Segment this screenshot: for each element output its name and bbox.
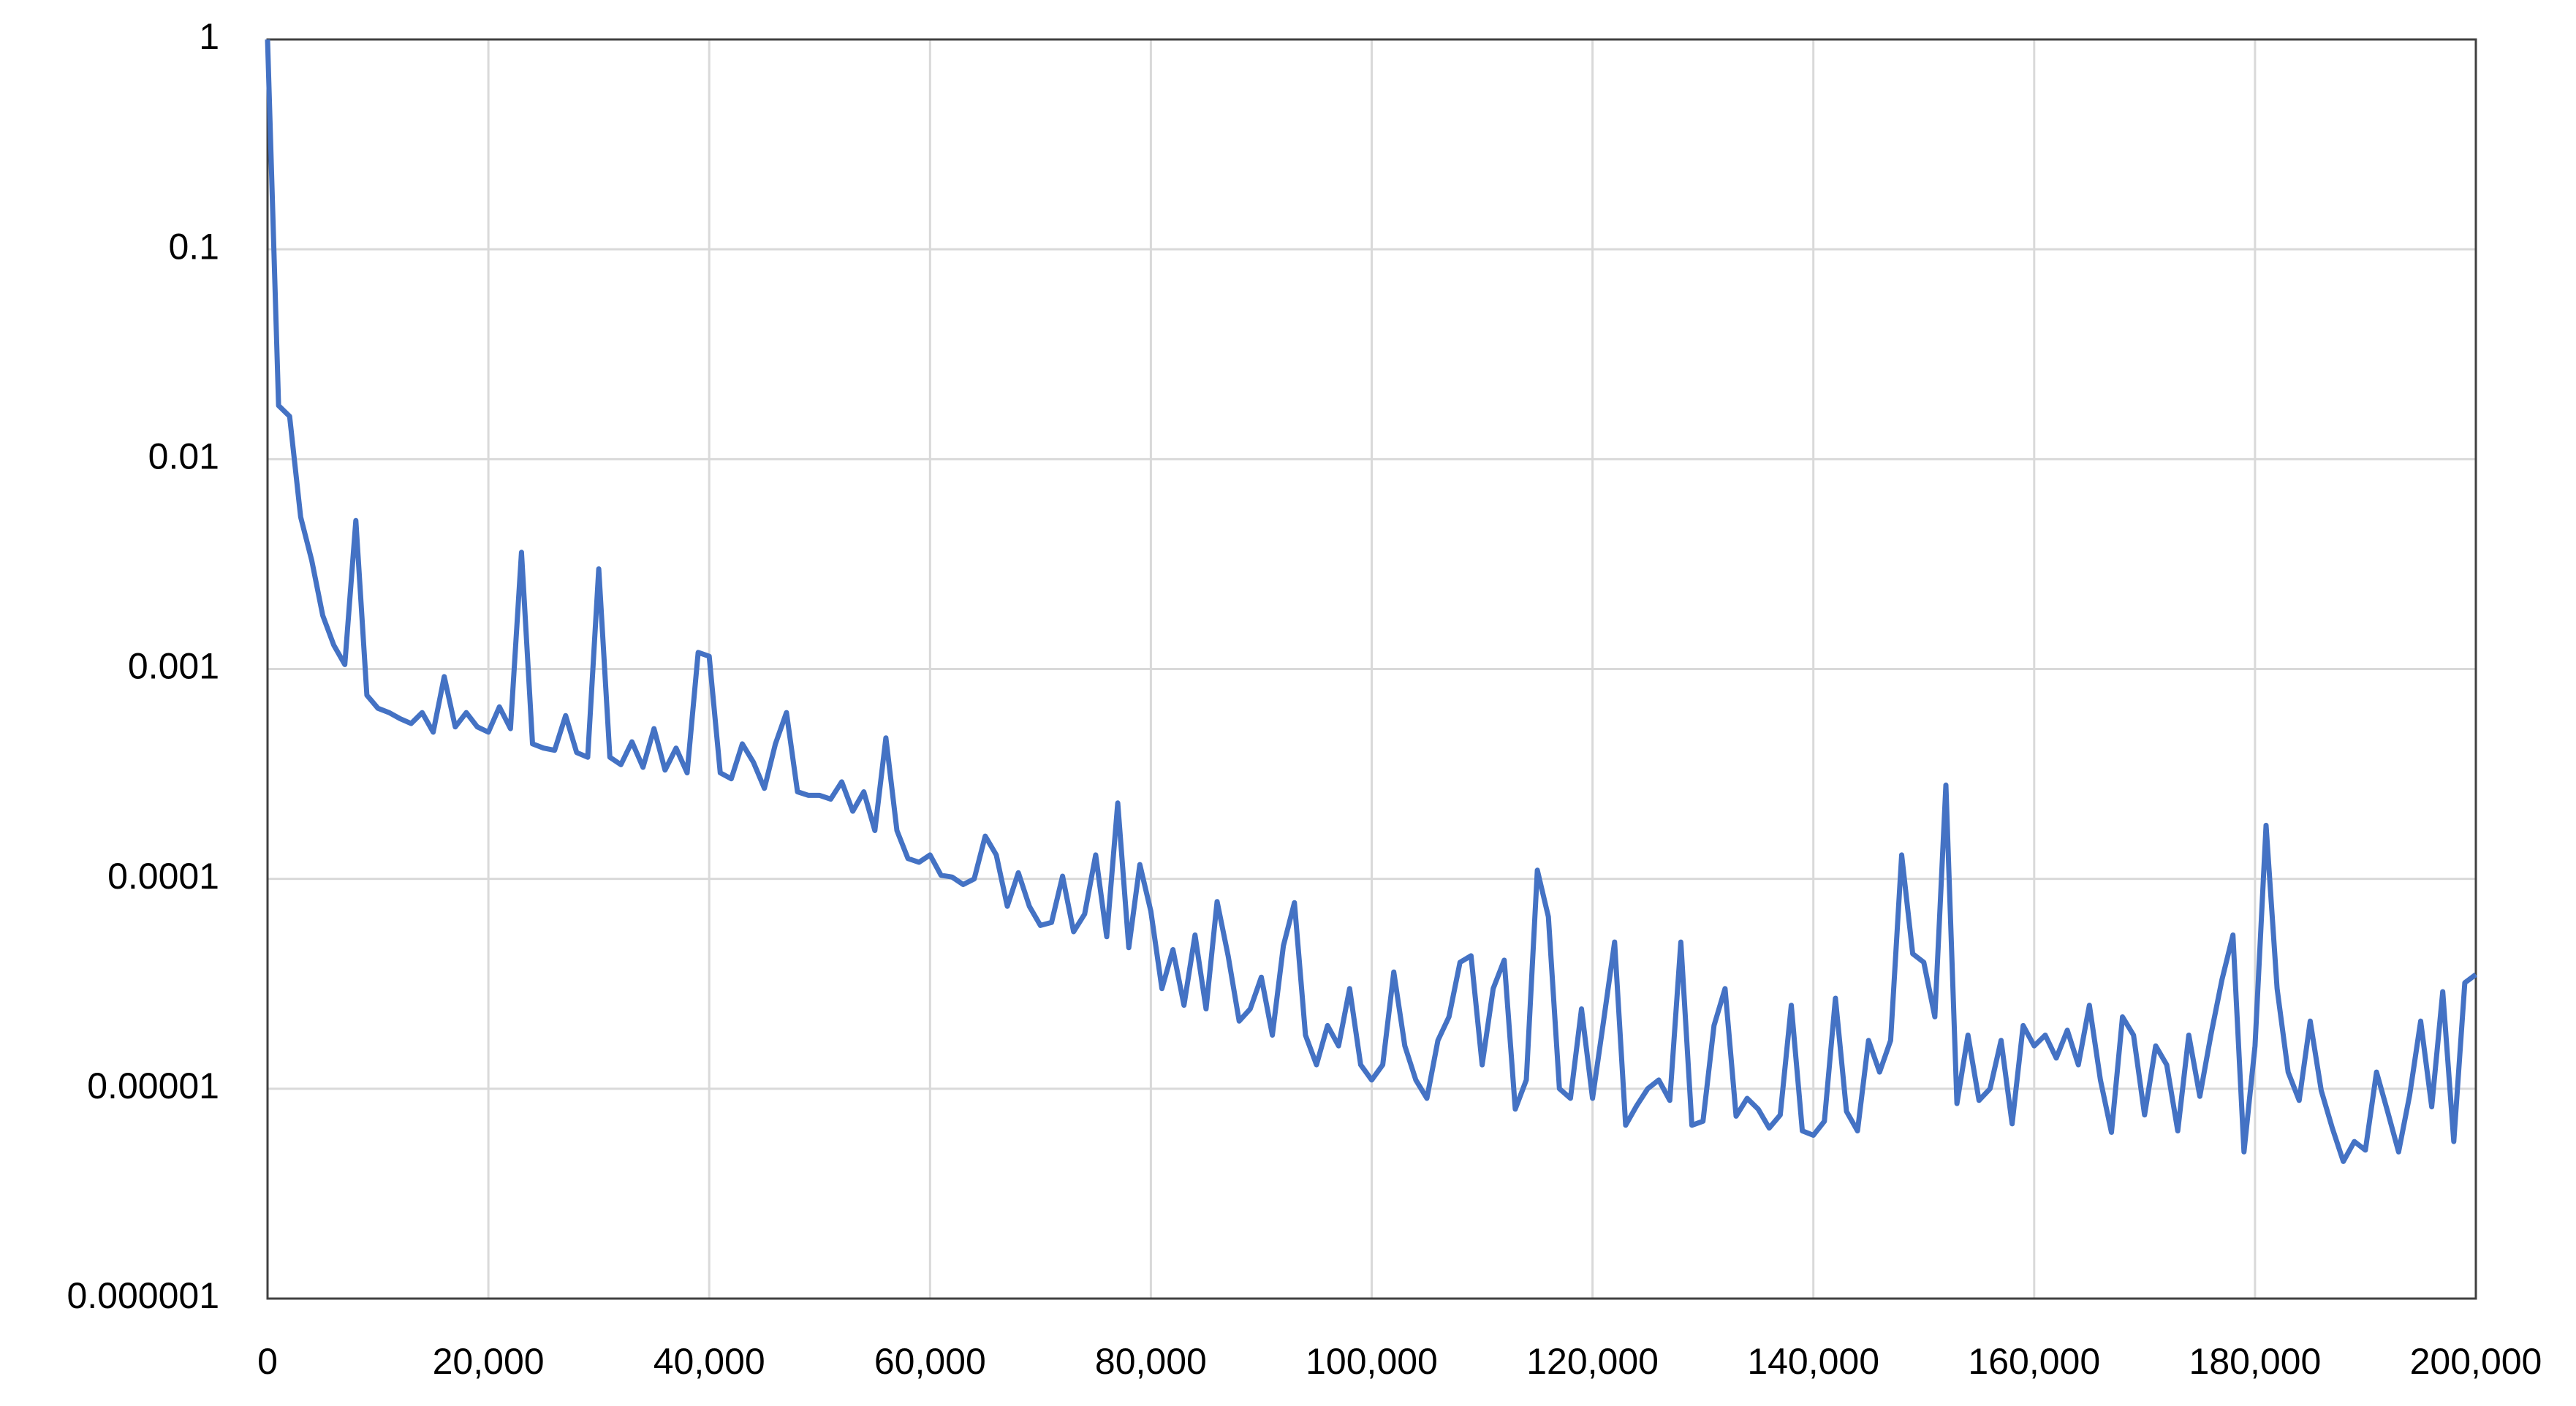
y-tick-label: 0.0001 [107,856,219,897]
plot-border [266,38,2477,1300]
y-tick-label: 0.01 [148,436,219,477]
x-tick-label: 40,000 [654,1341,765,1382]
y-tick-label: 0.1 [168,226,219,267]
x-tick-label: 60,000 [874,1341,986,1382]
x-tick-label: 140,000 [1747,1341,1879,1382]
y-tick-label: 0.000001 [67,1275,219,1316]
data-line [265,39,2478,1164]
x-tick-label: 0 [257,1341,278,1382]
y-tick-label: 1 [199,16,219,57]
y-tick-label: 0.00001 [87,1065,219,1106]
x-tick-label: 100,000 [1306,1341,1438,1382]
x-tick-label: 20,000 [433,1341,545,1382]
y-tick-label: 0.001 [128,646,219,687]
x-tick-label: 80,000 [1095,1341,1207,1382]
x-tick-label: 120,000 [1526,1341,1659,1382]
x-tick-label: 160,000 [1968,1341,2100,1382]
x-tick-label: 200,000 [2410,1341,2542,1382]
x-tick-label: 180,000 [2189,1341,2322,1382]
